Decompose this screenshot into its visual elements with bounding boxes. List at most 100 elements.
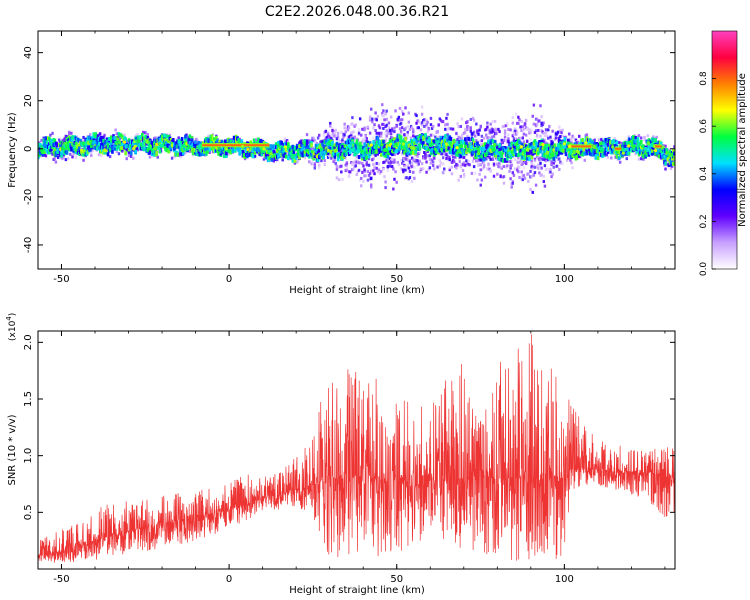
- spectrogram-cell: [553, 143, 557, 148]
- spectrogram-cell: [472, 140, 476, 145]
- spectrogram-cell: [284, 154, 288, 159]
- spectrogram-cell: [429, 133, 433, 137]
- spectrogram-cell: [368, 141, 372, 146]
- spectrogram-cell: [50, 151, 53, 155]
- spectrogram-cell: [543, 184, 547, 188]
- spectrogram-cell: [517, 156, 520, 160]
- spectrogram-cell: [406, 130, 409, 134]
- spectrogram-cell: [163, 133, 166, 138]
- spectrogram-cell: [482, 161, 486, 165]
- spectrogram-cell: [72, 143, 76, 148]
- spectrogram-cell: [412, 150, 415, 155]
- spectrogram-cell: [188, 149, 191, 153]
- spectrogram-cell: [268, 156, 271, 161]
- spectrogram-cell: [303, 156, 307, 160]
- spectrogram-cell: [520, 142, 524, 147]
- spectrogram-cell: [218, 139, 222, 144]
- spectrogram-cell: [535, 122, 539, 126]
- spectrogram-cell: [634, 139, 638, 144]
- spectrogram-cell: [377, 124, 381, 128]
- spectrogram-cell: [97, 153, 101, 157]
- spectrogram-cell: [206, 146, 209, 151]
- spectrogram-cell: [154, 136, 157, 140]
- spectrogram-cell: [406, 155, 409, 159]
- spectrogram-cell: [216, 139, 219, 144]
- spectrogram-cell: [469, 144, 474, 150]
- spectrogram-cell: [394, 170, 397, 174]
- spectrogram-cell: [456, 122, 459, 126]
- spectrogram-cell: [483, 142, 487, 147]
- spectrogram-cell: [459, 124, 463, 128]
- spectrogram-cell: [632, 135, 635, 140]
- spectrogram-cell: [382, 109, 385, 113]
- spectrogram-cell: [495, 130, 498, 134]
- spectrogram-cell: [226, 140, 229, 145]
- spectrogram-cell: [225, 151, 228, 156]
- spectrogram-cell: [481, 167, 485, 171]
- spectrogram-cell: [361, 127, 364, 131]
- spectrogram-cell: [556, 130, 560, 134]
- spectrogram-cell: [570, 161, 573, 165]
- spectrogram-cell: [495, 132, 498, 136]
- spectrogram-cell: [521, 148, 525, 153]
- spectrogram-cell: [100, 154, 103, 158]
- spectrogram-cell: [315, 146, 319, 151]
- spectrogram-cell: [306, 145, 310, 150]
- spectrogram-cell: [311, 146, 314, 150]
- spectrogram-cell: [643, 138, 646, 142]
- spectrogram-cell: [491, 157, 495, 161]
- spectrogram-cell: [377, 162, 381, 166]
- spectrogram-cell: [475, 150, 478, 155]
- spectrogram-cell: [177, 136, 180, 140]
- spectrogram-cell: [58, 138, 61, 142]
- spectrogram-peak-segment: [567, 145, 592, 148]
- spectrogram-cell: [43, 149, 47, 154]
- spectrogram-core-layer: [38, 132, 675, 168]
- spectrogram-cell: [511, 170, 515, 174]
- spectrogram-cell: [491, 139, 495, 144]
- spectrogram-cell: [640, 144, 646, 149]
- spectrogram-cell: [478, 139, 481, 143]
- spectrogram-cell: [429, 123, 433, 127]
- spectrogram-cell: [429, 161, 433, 165]
- spectrogram-cell: [181, 151, 185, 156]
- spectrogram-cell: [519, 146, 522, 151]
- spectrogram-cell: [472, 147, 478, 152]
- spectrogram-cell: [512, 137, 516, 141]
- spectrogram-cell: [639, 157, 643, 161]
- spectrogram-cell: [353, 135, 356, 139]
- spectrogram-cell: [199, 141, 203, 146]
- spectrogram-cell: [514, 136, 518, 140]
- spectrogram-cell: [251, 153, 255, 158]
- spectrogram-cell: [495, 151, 498, 156]
- spectrogram-cell: [384, 132, 387, 136]
- spectrogram-cell: [225, 153, 228, 158]
- spectrogram-cell: [538, 119, 541, 123]
- spectrogram-cell: [518, 165, 521, 169]
- spectrogram-cell: [408, 128, 412, 132]
- spectrogram-cell: [519, 137, 522, 141]
- spectrogram-cell: [174, 144, 177, 149]
- spectrogram-cell: [366, 178, 370, 182]
- spectrogram-cell: [183, 146, 186, 151]
- spectrogram-cell: [642, 157, 645, 161]
- spectrogram-cell: [377, 146, 381, 151]
- spectrogram-cell: [520, 119, 523, 123]
- spectrogram-cell: [275, 149, 279, 154]
- spectrogram-cell: [383, 118, 386, 122]
- spectrogram-cell: [437, 145, 441, 150]
- spectrogram-cell: [318, 163, 321, 167]
- spectrogram-cell: [362, 179, 365, 183]
- spectrogram-cell: [269, 144, 272, 149]
- spectrogram-cell: [480, 134, 484, 138]
- spectrogram-cell: [175, 137, 178, 141]
- spectrogram-cell: [220, 139, 224, 144]
- spectrogram-cell: [589, 138, 592, 143]
- spectrogram-cell: [341, 177, 344, 181]
- spectrogram-cell: [450, 153, 454, 157]
- spectrogram-cell: [229, 139, 233, 144]
- spectrogram-cell: [427, 167, 430, 171]
- spectrogram-cell: [533, 159, 537, 163]
- spectrogram-cell: [382, 122, 385, 126]
- spectrogram-cell: [618, 160, 622, 164]
